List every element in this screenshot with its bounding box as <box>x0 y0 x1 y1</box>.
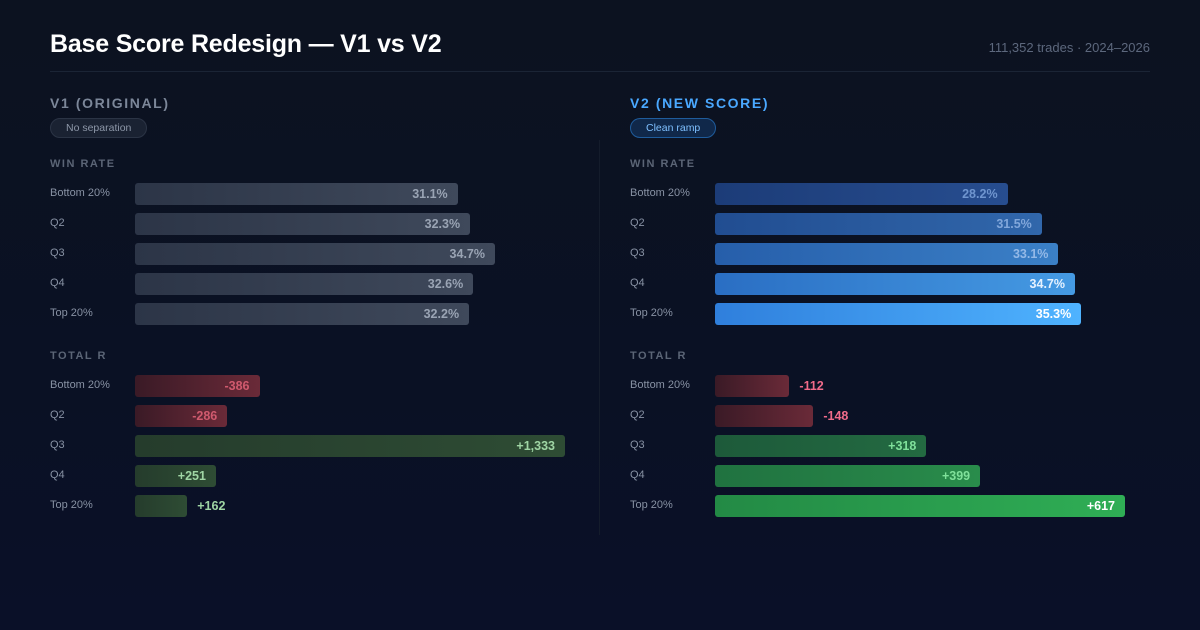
data-label: +399 <box>941 469 971 483</box>
v1-panel-title: V1 (ORIGINAL) <box>50 95 170 111</box>
bar <box>135 435 565 457</box>
v1-total-r-chart: Bottom 20% -386 Q2 -286 Q3 +1,333 Q4 +251 Top 20… <box>50 375 570 525</box>
negative-bar <box>715 375 790 397</box>
category-label: Bottom 20% <box>50 187 110 199</box>
category-label: Q3 <box>50 247 65 259</box>
category-label: Q4 <box>630 469 645 481</box>
bar <box>715 273 1075 295</box>
bar-row: Q3 33.1% <box>630 243 1150 273</box>
bar-row: Q3 34.7% <box>50 243 570 273</box>
bar <box>715 303 1082 325</box>
v1-panel: V1 (ORIGINAL) No separation WIN RATE Bot… <box>50 95 570 535</box>
bar-row: Q4 +251 <box>50 465 570 495</box>
data-label: 34.7% <box>1029 277 1065 291</box>
data-label: -148 <box>823 409 849 423</box>
data-label: 33.1% <box>1012 247 1049 261</box>
bar-row: Q2 -286 <box>50 405 570 435</box>
bar <box>135 183 458 205</box>
data-label: 35.3% <box>1035 307 1072 321</box>
data-label: 32.3% <box>424 217 461 231</box>
data-label: 32.6% <box>427 277 464 291</box>
v2-win-rate-label: WIN RATE <box>630 158 696 170</box>
v1-status-badge: No separation <box>50 118 148 138</box>
data-label: -286 <box>192 409 218 423</box>
category-label: Q2 <box>50 409 65 421</box>
bar <box>715 213 1042 235</box>
data-label: -112 <box>799 379 824 393</box>
category-label: Top 20% <box>630 499 673 511</box>
bar-row: Q4 34.7% <box>630 273 1150 303</box>
category-label: Q4 <box>50 469 65 481</box>
negative-bar <box>135 405 228 427</box>
v2-status-badge: Clean ramp <box>630 118 717 138</box>
v2-panel: V2 (NEW SCORE) Clean ramp WIN RATE Botto… <box>630 95 1150 535</box>
category-label: Bottom 20% <box>630 187 690 199</box>
v2-win-rate-chart: Bottom 20% 28.2% Q2 31.5% Q3 33.1% Q4 34.7% Top … <box>630 183 1150 333</box>
trade-count-meta: 111,352 trades · 2024–2026 <box>988 40 1150 55</box>
bar <box>715 435 927 457</box>
category-label: Bottom 20% <box>50 379 110 391</box>
negative-bar <box>715 405 814 427</box>
v1-total-r-label: TOTAL R <box>50 350 107 362</box>
header: Base Score Redesign — V1 vs V2 111,352 t… <box>50 28 1150 72</box>
bar-row: Bottom 20% -386 <box>50 375 570 405</box>
bar-row: Top 20% 35.3% <box>630 303 1150 333</box>
category-label: Q2 <box>50 217 65 229</box>
bar <box>715 465 981 487</box>
bar-row: Q2 31.5% <box>630 213 1150 243</box>
bar <box>715 243 1059 265</box>
category-label: Top 20% <box>50 307 93 319</box>
category-label: Q2 <box>630 217 645 229</box>
bar <box>715 183 1008 205</box>
bar <box>715 495 1125 517</box>
bar-row: Q4 +399 <box>630 465 1150 495</box>
bar-row: Bottom 20% -112 <box>630 375 1150 405</box>
v2-total-r-chart: Bottom 20% -112 Q2 -148 Q3 +318 Q4 +399 Top 20% +… <box>630 375 1150 525</box>
data-label: +318 <box>888 439 917 453</box>
category-label: Q3 <box>50 439 65 451</box>
bar-row: Q2 32.3% <box>50 213 570 243</box>
v1-win-rate-label: WIN RATE <box>50 158 116 170</box>
bar <box>135 495 188 517</box>
bar-row: Bottom 20% 31.1% <box>50 183 570 213</box>
v2-total-r-label: TOTAL R <box>630 350 687 362</box>
page-title: Base Score Redesign — V1 vs V2 <box>50 30 442 58</box>
data-label: +162 <box>197 499 226 513</box>
panel-divider <box>599 140 600 535</box>
data-label: 31.5% <box>996 217 1032 231</box>
data-label: +251 <box>177 469 206 483</box>
category-label: Bottom 20% <box>630 379 690 391</box>
category-label: Q4 <box>630 277 645 289</box>
category-label: Top 20% <box>50 499 93 511</box>
data-label: 31.1% <box>412 187 448 201</box>
bar-row: Q3 +318 <box>630 435 1150 465</box>
v1-win-rate-chart: Bottom 20% 31.1% Q2 32.3% Q3 34.7% Q4 32.6% Top … <box>50 183 570 333</box>
bar <box>135 303 470 325</box>
bar <box>135 273 474 295</box>
data-label: -386 <box>224 379 250 393</box>
bar-row: Top 20% +617 <box>630 495 1150 525</box>
bar-row: Top 20% +162 <box>50 495 570 525</box>
data-label: 32.2% <box>423 307 460 321</box>
bar-row: Q2 -148 <box>630 405 1150 435</box>
data-label: 34.7% <box>449 247 485 261</box>
negative-bar <box>135 375 260 397</box>
data-label: 28.2% <box>962 187 998 201</box>
bar <box>135 243 495 265</box>
bar-row: Q4 32.6% <box>50 273 570 303</box>
bar-row: Bottom 20% 28.2% <box>630 183 1150 213</box>
bar-row: Top 20% 32.2% <box>50 303 570 333</box>
category-label: Top 20% <box>630 307 673 319</box>
data-label: +1,333 <box>516 439 555 453</box>
category-label: Q4 <box>50 277 65 289</box>
bar-row: Q3 +1,333 <box>50 435 570 465</box>
category-label: Q3 <box>630 247 645 259</box>
data-label: +617 <box>1086 499 1115 513</box>
category-label: Q2 <box>630 409 645 421</box>
v2-panel-title: V2 (NEW SCORE) <box>630 95 770 111</box>
bar <box>135 465 216 487</box>
bar <box>135 213 471 235</box>
category-label: Q3 <box>630 439 645 451</box>
